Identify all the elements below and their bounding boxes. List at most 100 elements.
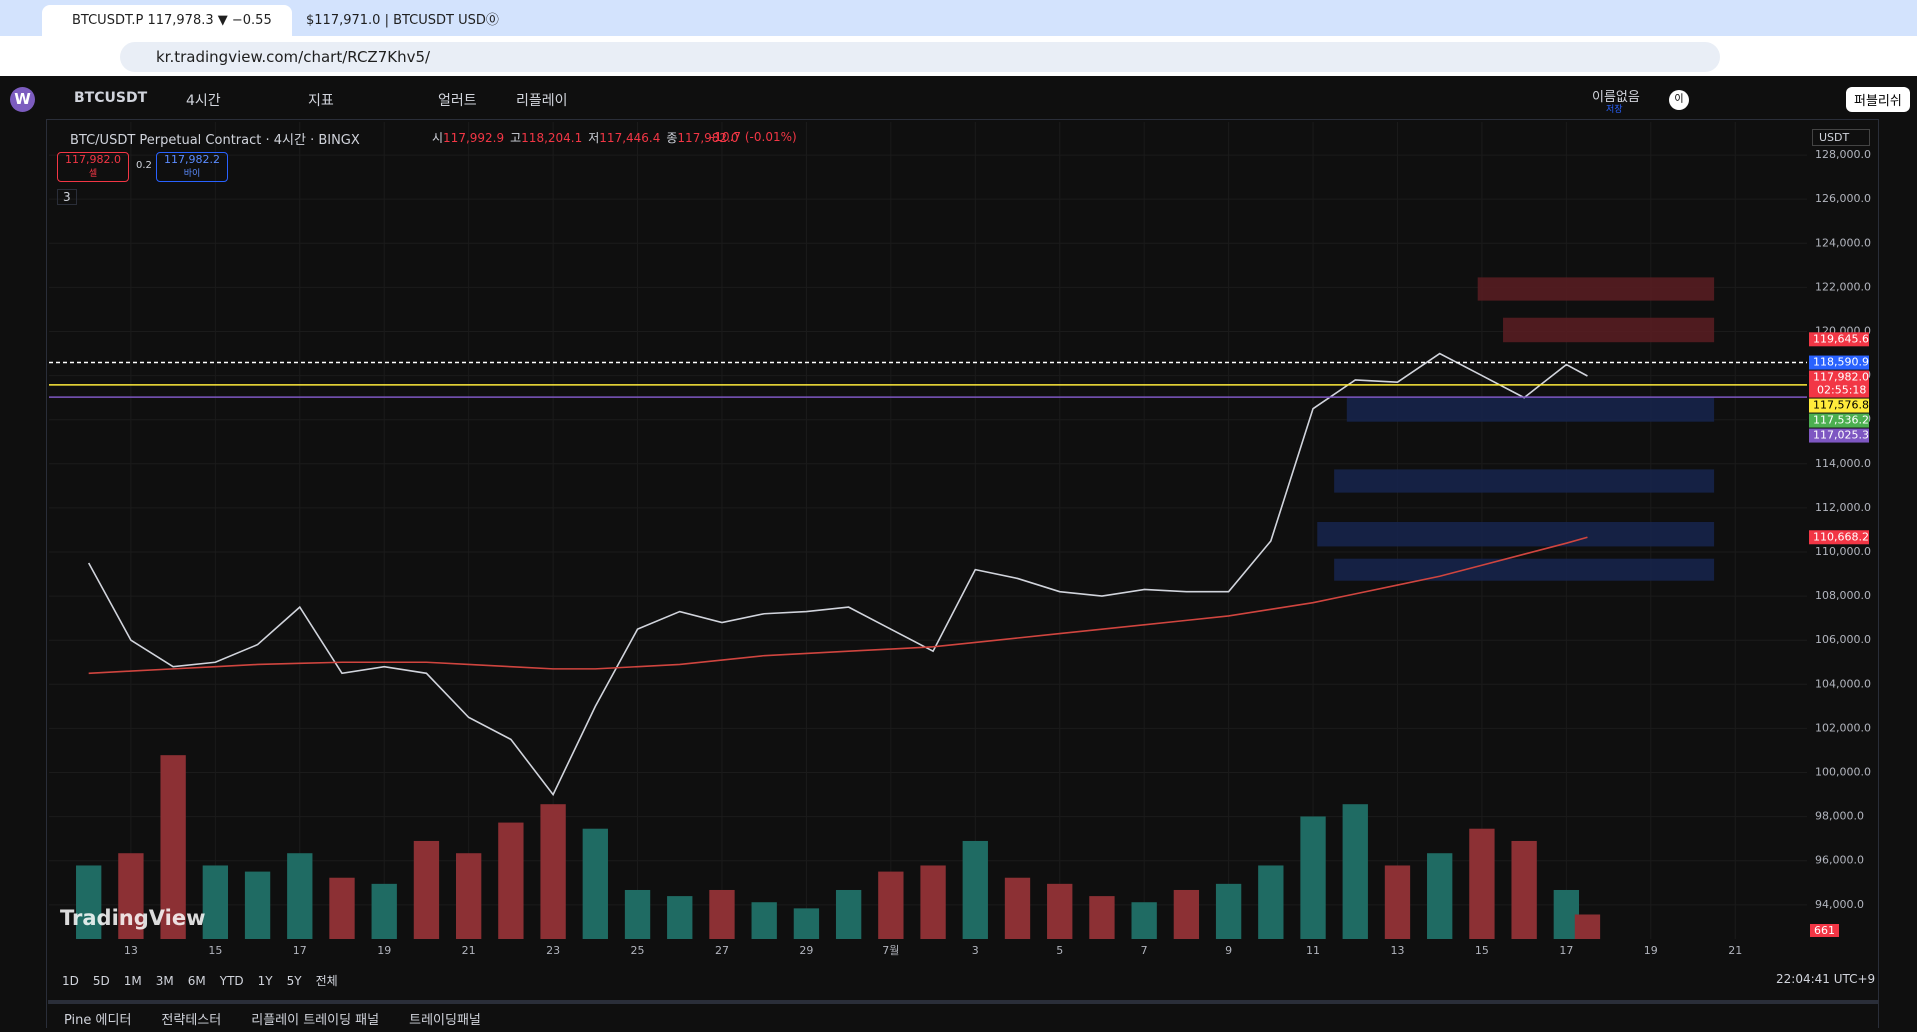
volume-bar bbox=[160, 755, 186, 939]
volume-bar bbox=[1300, 816, 1326, 939]
zone bbox=[1334, 469, 1715, 493]
volume-bar bbox=[667, 896, 693, 939]
volume-bar bbox=[709, 889, 735, 939]
x-tick-label: 7 bbox=[1141, 944, 1148, 957]
ohlc: 시117,992.9 고118,204.1 저117,446.4 종117,982.0 bbox=[432, 129, 745, 146]
bottom-panel bbox=[48, 1000, 1878, 1032]
ohlc-key: 종 bbox=[666, 131, 678, 145]
volume-bar bbox=[1047, 883, 1073, 939]
y-tick-label: 100,000.0 bbox=[1815, 766, 1871, 779]
buy-price: 117,982.2 bbox=[164, 153, 220, 166]
panel-tab[interactable]: 트레이딩패널 bbox=[409, 1013, 481, 1028]
x-tick-label: 15 bbox=[1475, 944, 1489, 957]
x-tick-label: 19 bbox=[377, 944, 391, 957]
timeframe[interactable]: YTD bbox=[219, 974, 244, 988]
price-label-bg bbox=[1809, 332, 1869, 347]
y-tick-label: 94,000.0 bbox=[1815, 898, 1864, 911]
volume-bar bbox=[624, 889, 651, 939]
x-tick-label: 21 bbox=[462, 944, 476, 957]
x-tick-label: 21 bbox=[1728, 944, 1742, 957]
panel-tab[interactable]: 리플레이 트레이딩 패널 bbox=[251, 1013, 380, 1028]
volume-bar bbox=[793, 908, 820, 939]
tab-bar bbox=[0, 0, 1917, 36]
timeframe[interactable]: 3M bbox=[155, 974, 174, 988]
volume-bar bbox=[1089, 896, 1115, 939]
tab[interactable]: $117,971.0 | BTCUSDT USD⓪ bbox=[306, 13, 499, 28]
timeframe[interactable]: 1M bbox=[123, 974, 142, 988]
legend-title: BTC/USDT Perpetual Contract · 4시간 · BING… bbox=[70, 133, 360, 148]
x-tick-label: 17 bbox=[1559, 944, 1573, 957]
x-tick-label: 29 bbox=[799, 944, 813, 957]
volume-bar bbox=[1342, 804, 1368, 939]
volume-bar bbox=[118, 853, 144, 939]
interval[interactable]: 4시간 bbox=[186, 93, 221, 109]
price-label-bg bbox=[1809, 370, 1869, 398]
url-field[interactable]: kr.tradingview.com/chart/RCZ7Khv5/ bbox=[120, 42, 1720, 72]
layout-name[interactable]: 이름없음 bbox=[1592, 90, 1640, 105]
timeframe[interactable]: 5Y bbox=[286, 974, 302, 988]
timeframe[interactable]: 6M bbox=[187, 974, 206, 988]
x-tick-label: 17 bbox=[293, 944, 307, 957]
clock: 22:04:41 UTC+9 bbox=[1776, 972, 1876, 986]
profile[interactable]: 이 bbox=[1669, 90, 1689, 110]
y-tick-label: 102,000.0 bbox=[1815, 721, 1871, 734]
zone bbox=[1346, 397, 1715, 422]
indicators-button[interactable]: 지표 bbox=[308, 93, 334, 109]
symbol[interactable]: BTCUSDT bbox=[74, 90, 148, 106]
x-tick-label: 11 bbox=[1306, 944, 1320, 957]
volume-bar bbox=[455, 853, 482, 939]
timeframe[interactable]: 1Y bbox=[257, 974, 273, 988]
y-tick-label: 124,000.0 bbox=[1815, 236, 1871, 249]
publish-button[interactable]: 퍼블리쉬 bbox=[1846, 87, 1910, 112]
volume-label: 661 bbox=[1810, 924, 1839, 937]
volume-bar bbox=[76, 865, 102, 939]
x-tick-label: 25 bbox=[631, 944, 645, 957]
ohlc-key: 고 bbox=[510, 131, 522, 145]
chart-toolbar bbox=[0, 82, 1917, 120]
right-sidebar bbox=[1878, 119, 1917, 1028]
replay-button[interactable]: 리플레이 bbox=[516, 93, 568, 109]
price-label: 117,025.3 bbox=[1813, 429, 1869, 442]
x-tick-label: 5 bbox=[1056, 944, 1063, 957]
timeframes: 1D 5D 1M 3M 6M YTD 1Y 5Y 전체 bbox=[62, 972, 352, 989]
volume-bar bbox=[371, 883, 397, 939]
sell-button[interactable]: 117,982.0 셀 bbox=[57, 152, 129, 182]
alert-button[interactable]: 얼러트 bbox=[438, 93, 477, 109]
x-tick-label: 3 bbox=[972, 944, 979, 957]
watermark: TradingView bbox=[60, 906, 206, 930]
price-line bbox=[87, 352, 1588, 797]
y-tick-label: 98,000.0 bbox=[1815, 810, 1864, 823]
volume-bar bbox=[1427, 853, 1453, 939]
x-tick-label: 13 bbox=[1390, 944, 1404, 957]
y-tick-label: 96,000.0 bbox=[1815, 854, 1864, 867]
panel-tab[interactable]: Pine 에디터 bbox=[64, 1013, 132, 1028]
volume-bar bbox=[540, 804, 566, 939]
ohlc-key: 저 bbox=[588, 131, 600, 145]
y-tick-label: 108,000.0 bbox=[1815, 589, 1871, 602]
x-tick-label: 27 bbox=[715, 944, 729, 957]
currency[interactable]: USDT bbox=[1812, 129, 1870, 146]
timeframe[interactable]: 1D bbox=[62, 974, 79, 988]
timeframe[interactable]: 전체 bbox=[315, 974, 338, 988]
volume-bar bbox=[1384, 865, 1411, 939]
ohlc-key: 시 bbox=[432, 131, 444, 145]
zone bbox=[1334, 558, 1715, 581]
indicator-count[interactable]: 3 bbox=[57, 189, 77, 205]
timeframe[interactable]: 5D bbox=[92, 974, 110, 988]
price-label: 110,668.2 bbox=[1813, 530, 1869, 543]
buy-button[interactable]: 117,982.2 바이 bbox=[156, 152, 228, 182]
y-tick-label: 126,000.0 bbox=[1815, 192, 1871, 205]
tab[interactable]: BTCUSDT.P 117,978.3 ▼ −0.55 bbox=[42, 5, 292, 36]
y-tick-label: 110,000.0 bbox=[1815, 545, 1871, 558]
volume-bar bbox=[1258, 865, 1284, 939]
save-state: 저장 bbox=[1606, 105, 1623, 115]
logo[interactable]: W bbox=[10, 87, 35, 112]
ohlc-value: 118,204.1 bbox=[521, 131, 583, 145]
volume-bar bbox=[1004, 877, 1031, 939]
zone bbox=[1477, 277, 1715, 301]
countdown: 02:55:18 bbox=[1817, 384, 1866, 397]
y-tick-label: 104,000.0 bbox=[1815, 677, 1871, 690]
volume-bar bbox=[1173, 889, 1200, 939]
panel-tab[interactable]: 전략테스터 bbox=[161, 1013, 222, 1028]
volume-bar bbox=[202, 865, 229, 939]
